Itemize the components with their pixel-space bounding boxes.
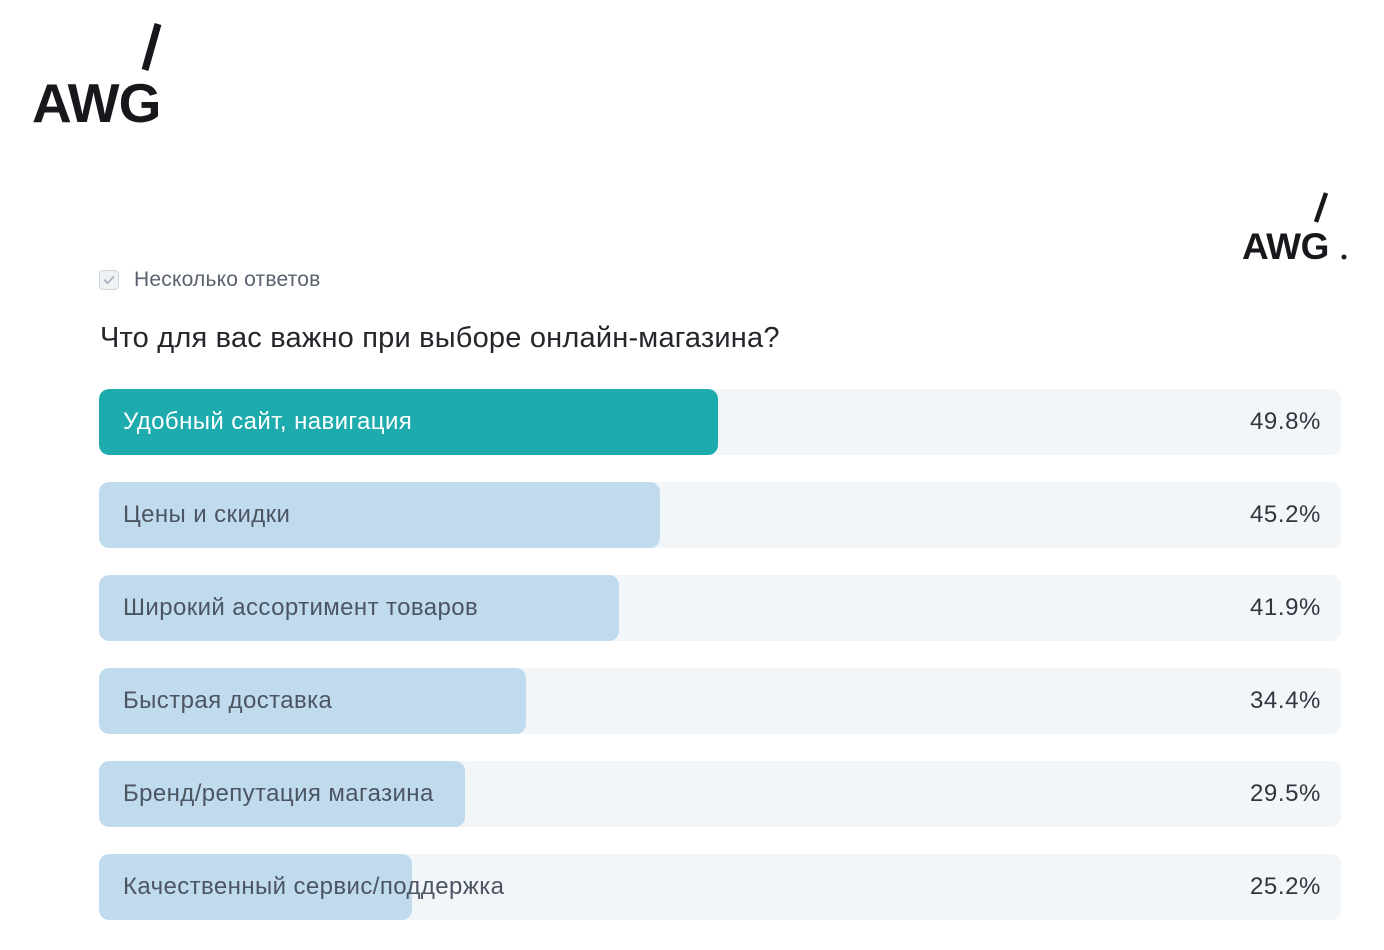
- poll-option-fill: [99, 482, 661, 548]
- poll-option-label: Широкий ассортимент товаров: [123, 594, 479, 621]
- poll-option-label: Цены и скидки: [123, 501, 291, 528]
- multiple-answers-label: Несколько ответов: [134, 268, 321, 291]
- poll-option-percent: 45.2%: [1249, 501, 1321, 528]
- poll-option-percent: 49.8%: [1249, 408, 1321, 435]
- svg-text:AWG: AWG: [1242, 226, 1329, 265]
- poll-option-fill: [99, 575, 620, 641]
- poll-option-fill: [99, 389, 718, 455]
- poll-option[interactable]: Бренд/репутация магазина 29.5%: [99, 761, 1341, 827]
- poll-option[interactable]: Качественный сервис/поддержка 25.2%: [99, 854, 1341, 920]
- poll-option[interactable]: Удобный сайт, навигация 49.8%: [99, 389, 1341, 455]
- awg-logo: AWG: [32, 20, 184, 128]
- multiple-answers-indicator: Несколько ответов: [99, 266, 320, 294]
- poll-option-label: Качественный сервис/поддержка: [123, 873, 505, 900]
- multiple-answers-checkbox: [99, 270, 119, 290]
- poll-option-label: Быстрая доставка: [123, 687, 333, 714]
- poll-option[interactable]: Широкий ассортимент товаров 41.9%: [99, 575, 1341, 641]
- poll-option-percent: 25.2%: [1249, 873, 1321, 900]
- svg-text:AWG: AWG: [32, 72, 160, 128]
- poll-option-label: Бренд/репутация магазина: [123, 780, 434, 807]
- poll-option-percent: 29.5%: [1249, 780, 1321, 807]
- check-icon: [103, 275, 115, 285]
- poll-option-fill: [99, 668, 527, 734]
- poll-question: Что для вас важно при выборе онлайн-мага…: [100, 322, 780, 354]
- poll-option[interactable]: Цены и скидки 45.2%: [99, 482, 1341, 548]
- poll-option-label: Удобный сайт, навигация: [123, 408, 413, 435]
- poll-option-fill: [99, 761, 466, 827]
- awg-logo-small: AWG: [1240, 190, 1352, 265]
- poll-option[interactable]: Быстрая доставка 34.4%: [99, 668, 1341, 734]
- poll-option-percent: 34.4%: [1249, 687, 1321, 714]
- poll-options: Удобный сайт, навигация 49.8% Цены и ски…: [99, 389, 1341, 947]
- poll-option-fill: [99, 854, 412, 920]
- poll-option-percent: 41.9%: [1249, 594, 1321, 621]
